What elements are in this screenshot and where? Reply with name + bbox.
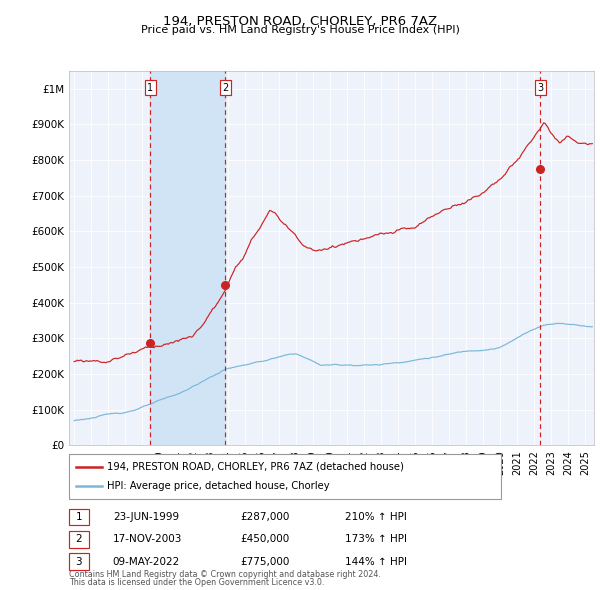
Text: £450,000: £450,000 — [240, 535, 289, 544]
Text: 1: 1 — [147, 83, 154, 93]
Text: 173% ↑ HPI: 173% ↑ HPI — [345, 535, 407, 544]
Text: 194, PRESTON ROAD, CHORLEY, PR6 7AZ (detached house): 194, PRESTON ROAD, CHORLEY, PR6 7AZ (det… — [107, 462, 404, 471]
Text: 3: 3 — [76, 557, 82, 566]
Text: £287,000: £287,000 — [240, 512, 289, 522]
Text: 210% ↑ HPI: 210% ↑ HPI — [345, 512, 407, 522]
Text: £775,000: £775,000 — [240, 557, 289, 566]
Text: 3: 3 — [538, 83, 544, 93]
Text: 1: 1 — [76, 512, 82, 522]
Text: Price paid vs. HM Land Registry's House Price Index (HPI): Price paid vs. HM Land Registry's House … — [140, 25, 460, 35]
Text: 194, PRESTON ROAD, CHORLEY, PR6 7AZ: 194, PRESTON ROAD, CHORLEY, PR6 7AZ — [163, 15, 437, 28]
Text: 144% ↑ HPI: 144% ↑ HPI — [345, 557, 407, 566]
Bar — [151, 71, 226, 445]
Text: 2: 2 — [223, 83, 229, 93]
Text: HPI: Average price, detached house, Chorley: HPI: Average price, detached house, Chor… — [107, 481, 329, 491]
Text: Contains HM Land Registry data © Crown copyright and database right 2024.: Contains HM Land Registry data © Crown c… — [69, 571, 381, 579]
Text: 23-JUN-1999: 23-JUN-1999 — [113, 512, 179, 522]
Text: 09-MAY-2022: 09-MAY-2022 — [113, 557, 180, 566]
Text: This data is licensed under the Open Government Licence v3.0.: This data is licensed under the Open Gov… — [69, 578, 325, 587]
Text: 17-NOV-2003: 17-NOV-2003 — [113, 535, 182, 544]
Text: 2: 2 — [76, 535, 82, 544]
